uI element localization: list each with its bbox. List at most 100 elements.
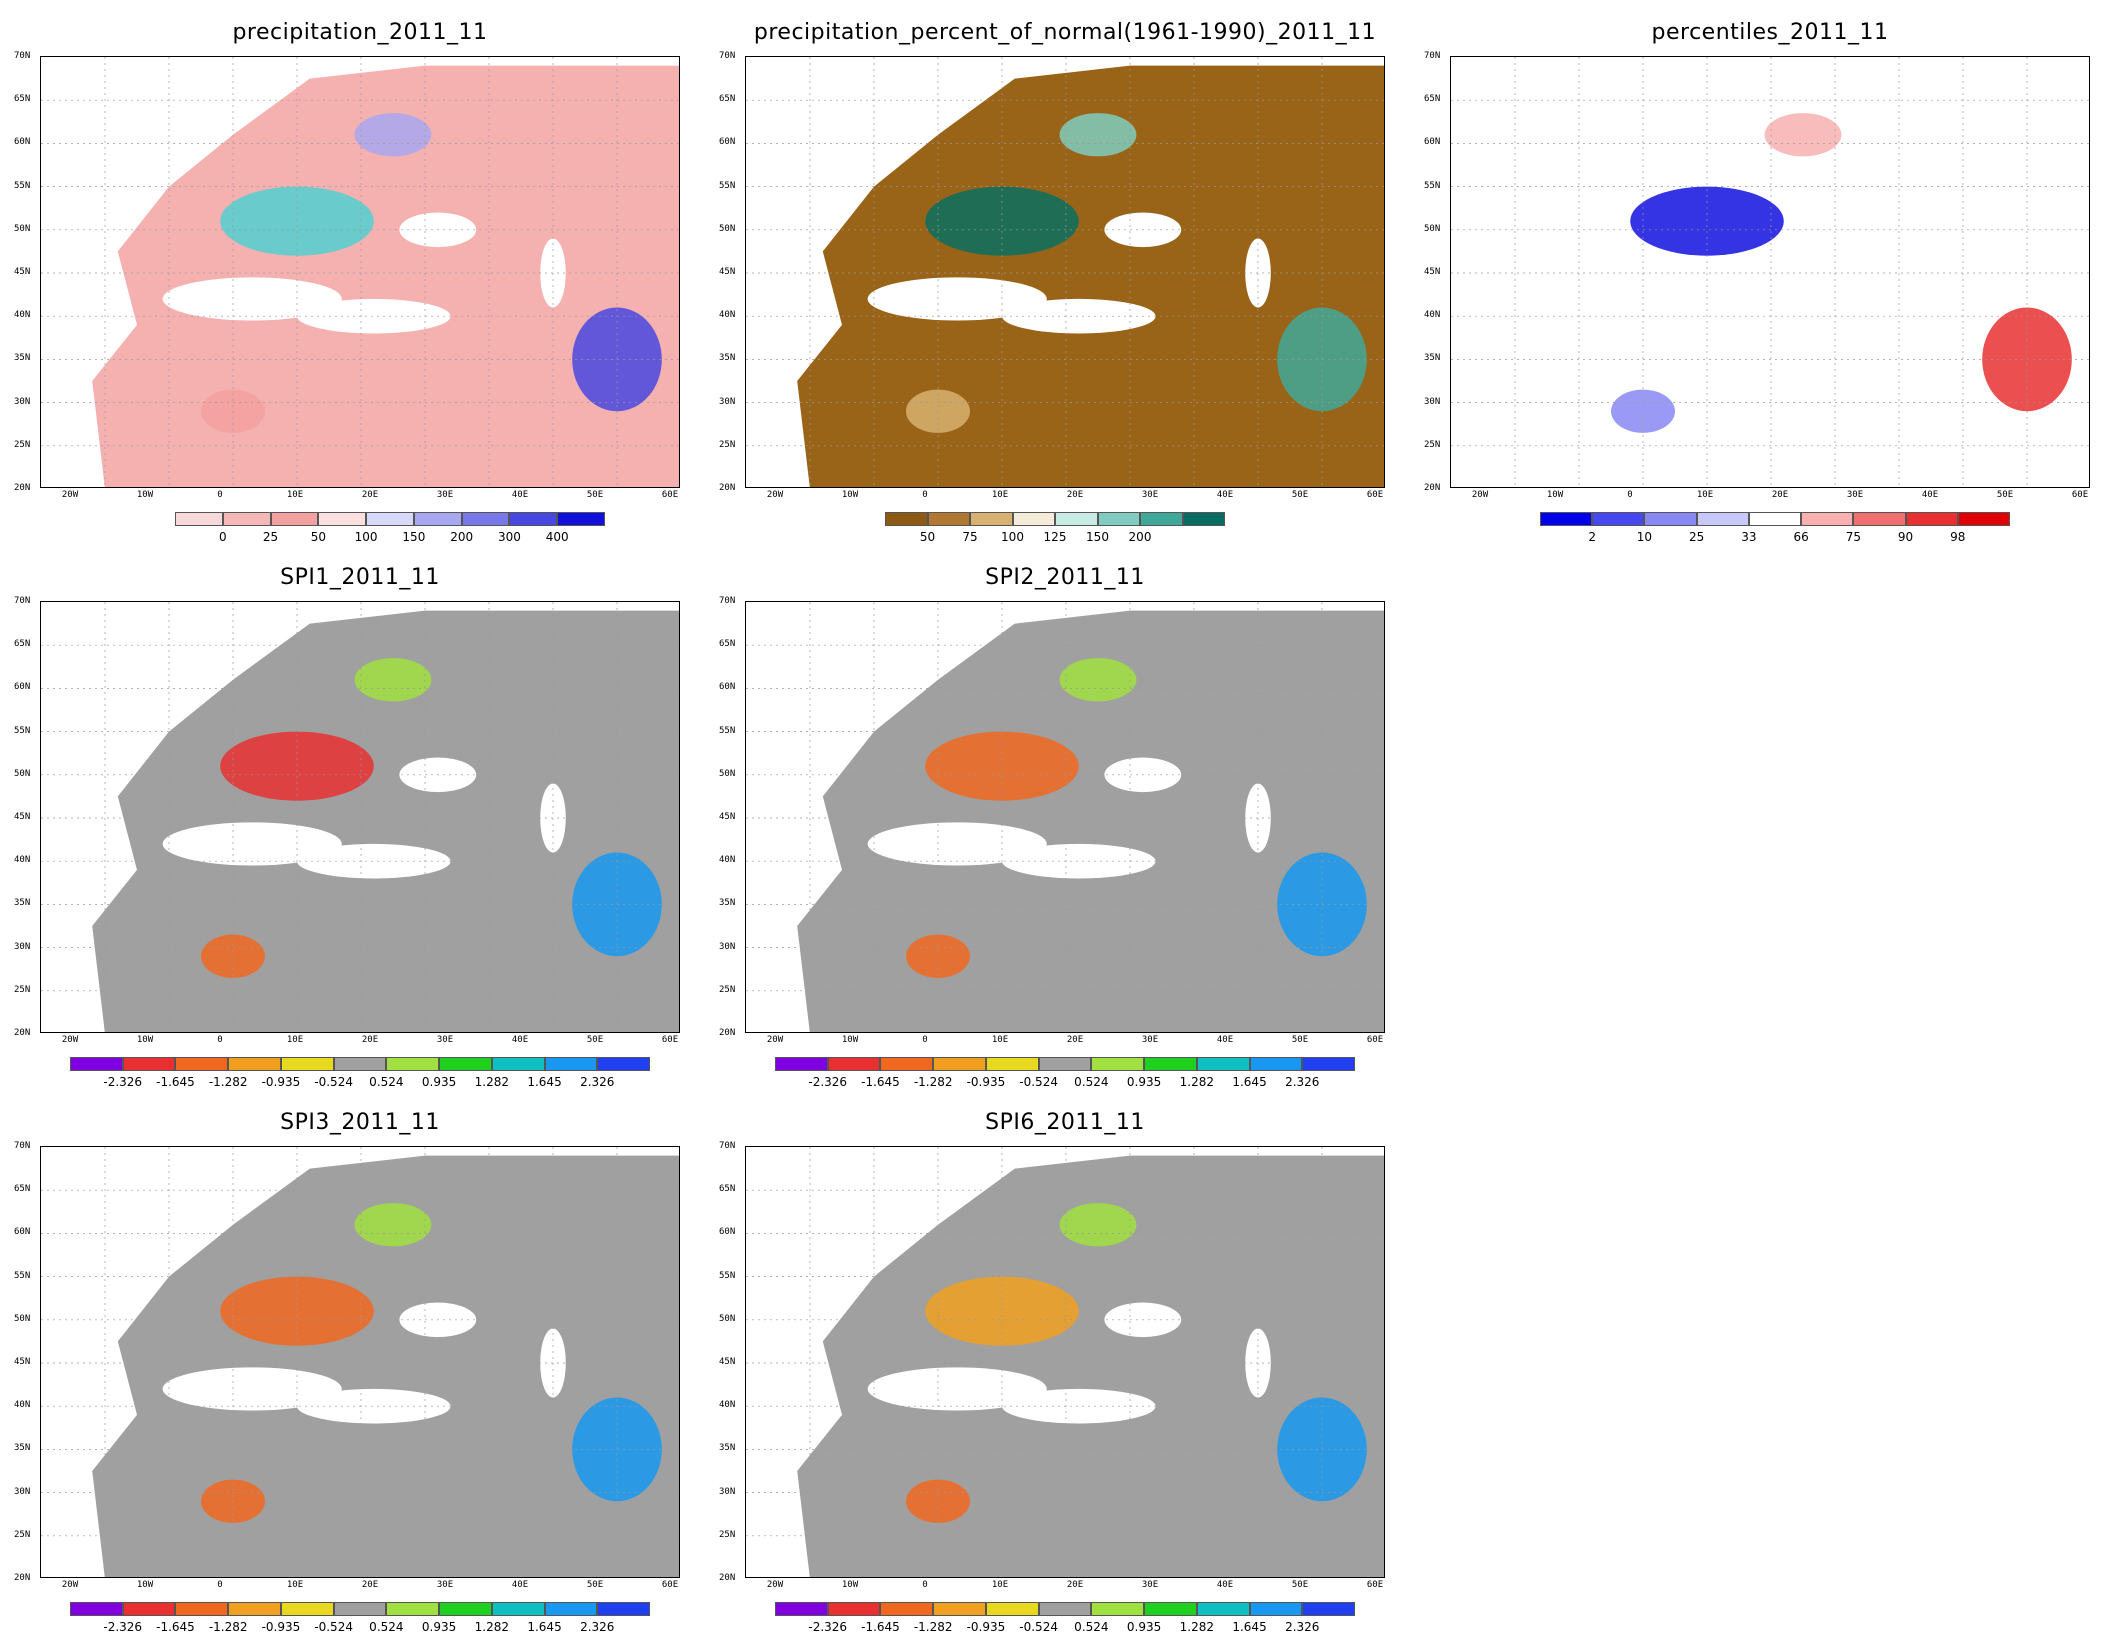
lat-tick-label: 50N [719,768,736,779]
legend-label: 400 [545,530,569,544]
legend-label: -1.282 [208,1075,248,1089]
lon-tick-label: 20W [61,490,79,500]
legend-label: -0.935 [261,1620,301,1634]
legend-swatch [70,1602,123,1616]
legend-label: 300 [497,530,521,544]
legend-swatch [1905,512,1958,526]
panel-title: SPI3_2011_11 [280,1110,440,1135]
lat-tick-label: 30N [14,1486,31,1497]
lat-tick-label: 50N [14,223,31,234]
map-panel-spi2: SPI2_2011_11 70N 65N 60N 55N 50N 45N 40N 35N 30N 2… [719,565,1395,1105]
lon-tick-label: 10E [991,1580,1009,1590]
sea-area [1002,843,1156,879]
anomaly-patch [925,186,1079,256]
lon-tick-label: 30E [1141,1035,1159,1045]
legend-swatch [1097,512,1140,526]
lon-tick-label: 30E [1141,490,1159,500]
legend-label: 0.935 [1126,1075,1162,1089]
lon-tick-label: 40E [1216,1035,1234,1045]
lon-tick-label: 10W [841,1580,859,1590]
legend-swatch [880,1602,934,1616]
lat-tick-label: 50N [14,768,31,779]
lat-tick-label: 55N [14,725,31,736]
lon-tick-label: 20E [361,1035,379,1045]
map-area [40,601,680,1033]
lat-tick-label: 65N [719,1184,736,1195]
legend-label: -2.326 [103,1620,143,1634]
legend-swatch [228,1602,281,1616]
lon-tick-label: 20W [1471,490,1489,500]
legend-label: 2.326 [1285,1075,1320,1089]
legend-swatch [544,1057,598,1071]
legend-swatch [1038,1057,1092,1071]
anomaly-patch [354,658,432,702]
legend-swatch [597,1602,650,1616]
lat-tick-label: 40N [14,310,31,321]
legend-swatch [386,1602,440,1616]
legend-swatch [970,512,1013,526]
legend-label: 1.282 [474,1075,509,1089]
lat-tick-label: 20N [719,1028,736,1038]
lon-tick-label: 30E [436,1580,454,1590]
anomaly-patch [1630,186,1784,256]
legend-label: 25 [1689,530,1705,544]
lon-tick-label: 50E [1291,1035,1309,1045]
lat-tick-label: 30N [719,396,736,407]
lat-tick-label: 35N [14,898,31,909]
legend-label: 2.326 [580,1620,615,1634]
legend-label: 1.282 [1179,1075,1214,1089]
lat-tick-label: 55N [14,180,31,191]
legend-swatch [1091,1057,1145,1071]
anomaly-patch [1764,113,1842,157]
lat-tick-label: 20N [1424,483,1441,493]
lon-tick-label: 40E [511,490,529,500]
lat-tick-label: 60N [14,682,31,693]
legend-swatch [885,512,928,526]
lat-tick-label: 60N [719,137,736,148]
lat-tick-label: 65N [14,1184,31,1195]
legend-label: -1.282 [208,1620,248,1634]
legend-swatch [386,1057,440,1071]
legend-label: 0.935 [421,1620,457,1634]
legend-swatch [933,1057,986,1071]
legend-swatch [927,512,970,526]
panel-title: SPI6_2011_11 [985,1110,1145,1135]
map-area [40,1146,680,1578]
lat-tick-label: 50N [14,1313,31,1324]
lat-tick-label: 35N [719,353,736,364]
lat-tick-label: 20N [719,483,736,493]
land-mass [92,610,679,1032]
legend-swatch [228,1057,281,1071]
color-legend: -2.326 -1.645 -1.282 -0.935 -0.524 0.524 0.935… [775,1057,1355,1093]
legend-swatch [1748,512,1802,526]
legend-swatch [366,512,414,526]
legend-swatch [70,1057,123,1071]
lon-tick-label: 60E [661,490,679,500]
lat-tick-label: 40N [14,1400,31,1411]
color-legend: 2 10 25 33 66 75 90 98 [1540,512,2010,548]
lon-tick-label: 20E [1066,1580,1084,1590]
legend-label: 0.935 [1126,1620,1162,1634]
lat-tick-label: 40N [719,310,736,321]
legend-label: -2.326 [103,1075,143,1089]
legend-swatch [439,1057,492,1071]
legend-label: 100 [1001,530,1024,544]
legend-swatch [1302,1057,1355,1071]
lat-tick-label: 55N [719,180,736,191]
lat-tick-label: 70N [14,1141,31,1151]
lat-tick-label: 70N [719,596,736,606]
lat-tick-label: 65N [14,639,31,650]
legend-label: -0.524 [314,1620,353,1634]
legend-swatch [1853,512,1906,526]
legend-swatch [1012,512,1055,526]
color-legend: -2.326 -1.645 -1.282 -0.935 -0.524 0.524 0.935… [70,1602,650,1638]
lat-tick-label: 35N [719,898,736,909]
lon-tick-label: 40E [511,1580,529,1590]
lon-tick-label: 10E [286,1035,304,1045]
lon-tick-label: 50E [586,1580,604,1590]
lat-tick-label: 25N [1424,439,1441,450]
legend-swatch [775,1057,828,1071]
map-area [745,601,1385,1033]
lat-tick-label: 35N [14,1443,31,1454]
lon-tick-label: 60E [1366,1580,1384,1590]
